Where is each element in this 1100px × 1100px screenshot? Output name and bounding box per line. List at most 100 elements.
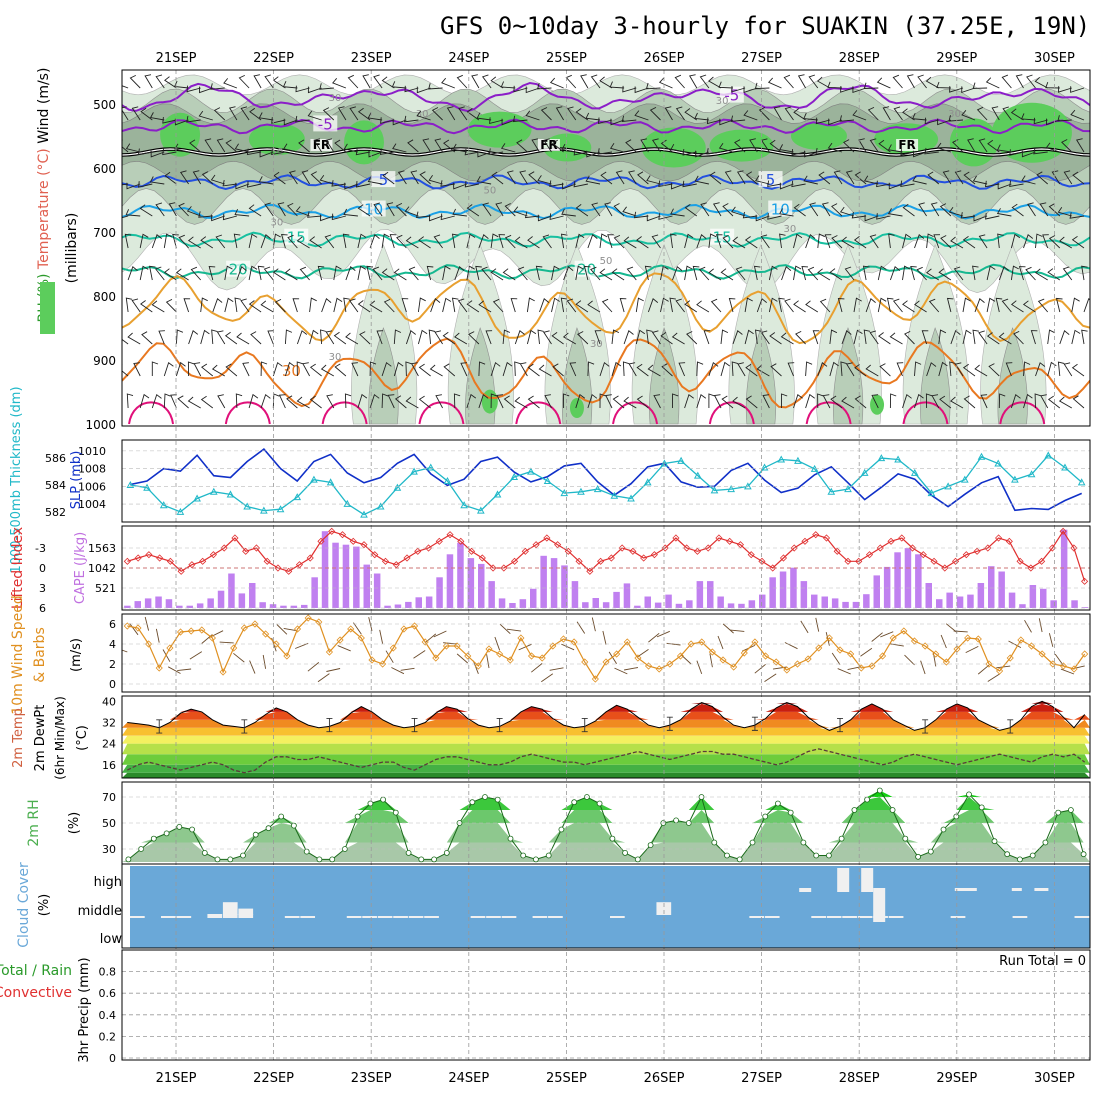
wind-barb xyxy=(307,86,322,94)
wind-barb xyxy=(896,362,904,377)
wind-barb xyxy=(807,266,819,281)
cloud-low-bar xyxy=(300,916,316,918)
thickness-point xyxy=(860,468,869,476)
wind-barb xyxy=(841,396,855,409)
wind-barb xyxy=(1069,212,1085,219)
wind-barb xyxy=(1042,234,1049,249)
wind-barb xyxy=(682,180,697,188)
wind-barb xyxy=(713,394,722,409)
rh2m-point xyxy=(800,839,807,846)
cape-bar xyxy=(561,565,568,608)
wind-speed-point xyxy=(815,644,823,652)
cloud-low-bar xyxy=(1074,916,1090,918)
rh2m-point xyxy=(418,856,425,863)
wind-barb xyxy=(170,394,177,409)
wind-speed-point xyxy=(485,645,493,653)
cape-bar xyxy=(800,581,808,608)
lifted-index-point xyxy=(392,561,400,569)
wind-barb xyxy=(1051,170,1061,185)
wind-10m-barb xyxy=(549,667,564,671)
wind-barb xyxy=(1033,147,1048,155)
wind-barb xyxy=(889,332,903,345)
wind-barb xyxy=(779,233,786,249)
dewpt-axis-label-part: 2m DewPt xyxy=(33,705,48,772)
wind-barb xyxy=(320,364,335,377)
lifted-index-point xyxy=(338,531,347,539)
wind-barb xyxy=(1015,74,1024,89)
cape-bar xyxy=(748,600,756,608)
wind-speed-point xyxy=(538,654,546,662)
wind-barb xyxy=(931,394,940,409)
wind-barb xyxy=(172,234,179,249)
wind-barb xyxy=(664,106,673,121)
wind-barb xyxy=(212,298,223,313)
wind-barbs-label: & Barbs xyxy=(32,627,48,683)
rh2m-point xyxy=(711,839,718,846)
wind-barb xyxy=(605,394,613,409)
cloud-low-bar xyxy=(284,916,300,918)
cape-bar xyxy=(644,596,651,608)
thickness-point xyxy=(610,491,619,499)
isotherm-warm-loop xyxy=(708,401,755,425)
wind-barb xyxy=(610,118,625,126)
wind-barb xyxy=(165,298,177,313)
wind-barb xyxy=(490,393,498,409)
wind-barb xyxy=(684,108,698,121)
rh2m-point xyxy=(214,856,221,863)
wind-barb xyxy=(660,332,673,345)
wind-barb xyxy=(284,361,295,377)
wind-speed-point xyxy=(847,650,855,658)
wind-barb xyxy=(174,118,189,126)
temp-tick: 16 xyxy=(102,759,116,772)
wind-barb xyxy=(188,330,199,345)
thickness-point xyxy=(493,490,502,498)
wind-barb xyxy=(791,149,806,156)
wind-barb xyxy=(187,396,201,409)
wind-barb xyxy=(817,233,825,249)
wind-barb xyxy=(381,233,390,249)
wind-barb xyxy=(817,362,828,377)
wind-barb xyxy=(225,139,238,153)
cloud-low-bar xyxy=(207,914,223,918)
wind-barb xyxy=(513,206,528,217)
wind-barb xyxy=(200,329,210,345)
wind-barb xyxy=(453,182,468,190)
wind-barb xyxy=(924,117,939,125)
wind-barb xyxy=(978,234,988,249)
wind-barb xyxy=(886,297,894,313)
cloud-low-bar xyxy=(393,916,408,918)
rh2m-point xyxy=(303,848,310,855)
wind-barb xyxy=(599,361,610,377)
wind-barb xyxy=(925,393,933,409)
cape-bar xyxy=(582,602,589,608)
wind-10m-barb xyxy=(871,632,883,642)
wind-barb xyxy=(768,297,778,313)
wind-barb xyxy=(853,329,863,345)
wind-barb xyxy=(433,234,443,249)
wind-unit-label-part: (m/s) xyxy=(69,638,84,672)
temp-band xyxy=(122,703,1090,712)
wind-barb xyxy=(887,208,903,217)
wind-barb xyxy=(1062,266,1073,281)
wind-barb xyxy=(963,395,976,409)
wind-barb xyxy=(692,265,700,281)
wind-barb xyxy=(295,85,310,93)
rh2m-point xyxy=(189,826,196,833)
wind-barb xyxy=(249,107,262,121)
wind-barb xyxy=(864,214,879,222)
thickness-point xyxy=(260,506,268,514)
wind-barb xyxy=(972,329,979,345)
thickness-tick: 586 xyxy=(45,452,66,465)
pressure-tick-label: 900 xyxy=(93,354,116,368)
wind-barb xyxy=(296,361,304,377)
wind-barb xyxy=(139,233,149,249)
rh2m-point xyxy=(558,826,565,833)
wind-barb xyxy=(468,331,480,345)
pressure-tick-label: 800 xyxy=(93,290,116,304)
wind-10m-barb xyxy=(456,653,468,664)
wind-barb xyxy=(671,332,685,345)
temp-tick: 32 xyxy=(102,716,116,729)
isotherm-line xyxy=(122,174,1090,191)
isotherm-line xyxy=(122,337,1090,409)
cape-bar xyxy=(550,558,558,608)
